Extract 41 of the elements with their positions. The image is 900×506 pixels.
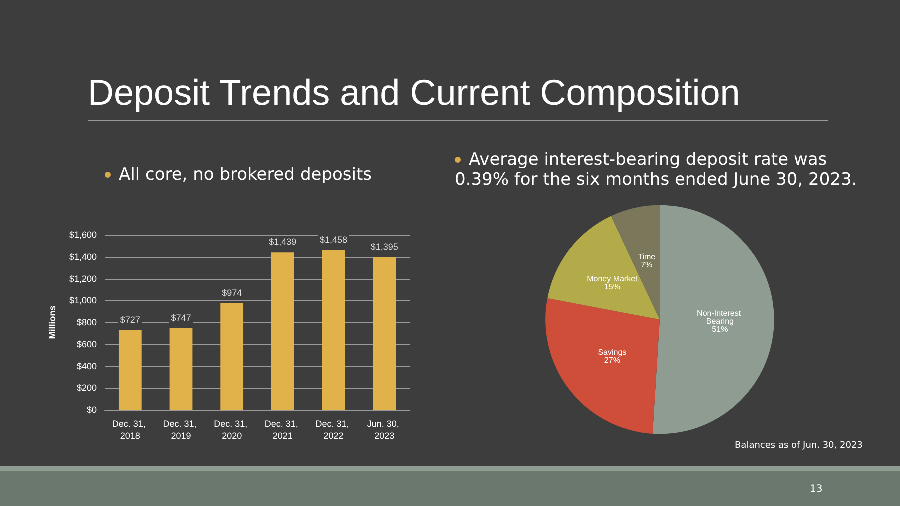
bar	[118, 330, 142, 410]
chart-title: Deposit Trends and Current Composition	[88, 72, 828, 121]
y-tick-label: $0	[86, 405, 97, 415]
x-tick-label: Dec. 31, 2022	[316, 419, 352, 441]
slice-label: Time	[638, 252, 656, 262]
x-tick-label: Dec. 31, 2020	[214, 419, 250, 441]
text: 13	[810, 484, 823, 495]
chart-subtitle: Average interest-bearing deposit rate was 0.39% for the six months ended June 30, 2023.	[455, 150, 858, 190]
y-tick-label: $1,200	[69, 274, 97, 284]
data-label: 51%	[712, 325, 728, 334]
y-tick-label: $1,400	[69, 252, 97, 262]
slice-label: Savings	[598, 348, 627, 358]
data-label: 15%	[604, 282, 620, 292]
bar	[373, 257, 396, 410]
data-label: 7%	[641, 260, 653, 270]
x-tick-label: Dec. 31, 2019	[163, 419, 200, 441]
bar	[271, 252, 294, 410]
bar	[170, 328, 193, 410]
x-tick-label: Dec. 31, 2018	[112, 419, 148, 441]
data-label: $1,458	[320, 235, 348, 246]
y-tick-label: $1,000	[69, 296, 97, 306]
bar	[322, 250, 346, 410]
data-label: 27%	[604, 356, 620, 366]
slice-label: Non-Interest Bearing	[697, 309, 744, 326]
x-tick-label: Dec. 31, 2021	[264, 419, 301, 441]
x-tick-label: Jun. 30, 2023	[367, 419, 402, 441]
text: Balances as of Jun. 30, 2023	[735, 441, 863, 451]
data-label: $1,439	[269, 237, 297, 248]
bar	[220, 303, 244, 410]
data-label: $1,395	[370, 242, 398, 252]
slice-label: Money Market	[587, 274, 639, 284]
y-tick-label: $1,600	[69, 230, 97, 240]
y-tick-label: $800	[76, 318, 97, 328]
y-tick-label: $200	[76, 383, 97, 394]
data-label: $974	[222, 288, 242, 298]
data-label: $747	[171, 312, 192, 323]
chart-subtitle: All core, no brokered deposits	[119, 165, 372, 185]
y-tick-label: $600	[76, 339, 97, 350]
y-axis-title: Millions	[48, 306, 58, 340]
data-label: $727	[120, 314, 140, 325]
y-tick-label: $400	[76, 361, 97, 372]
